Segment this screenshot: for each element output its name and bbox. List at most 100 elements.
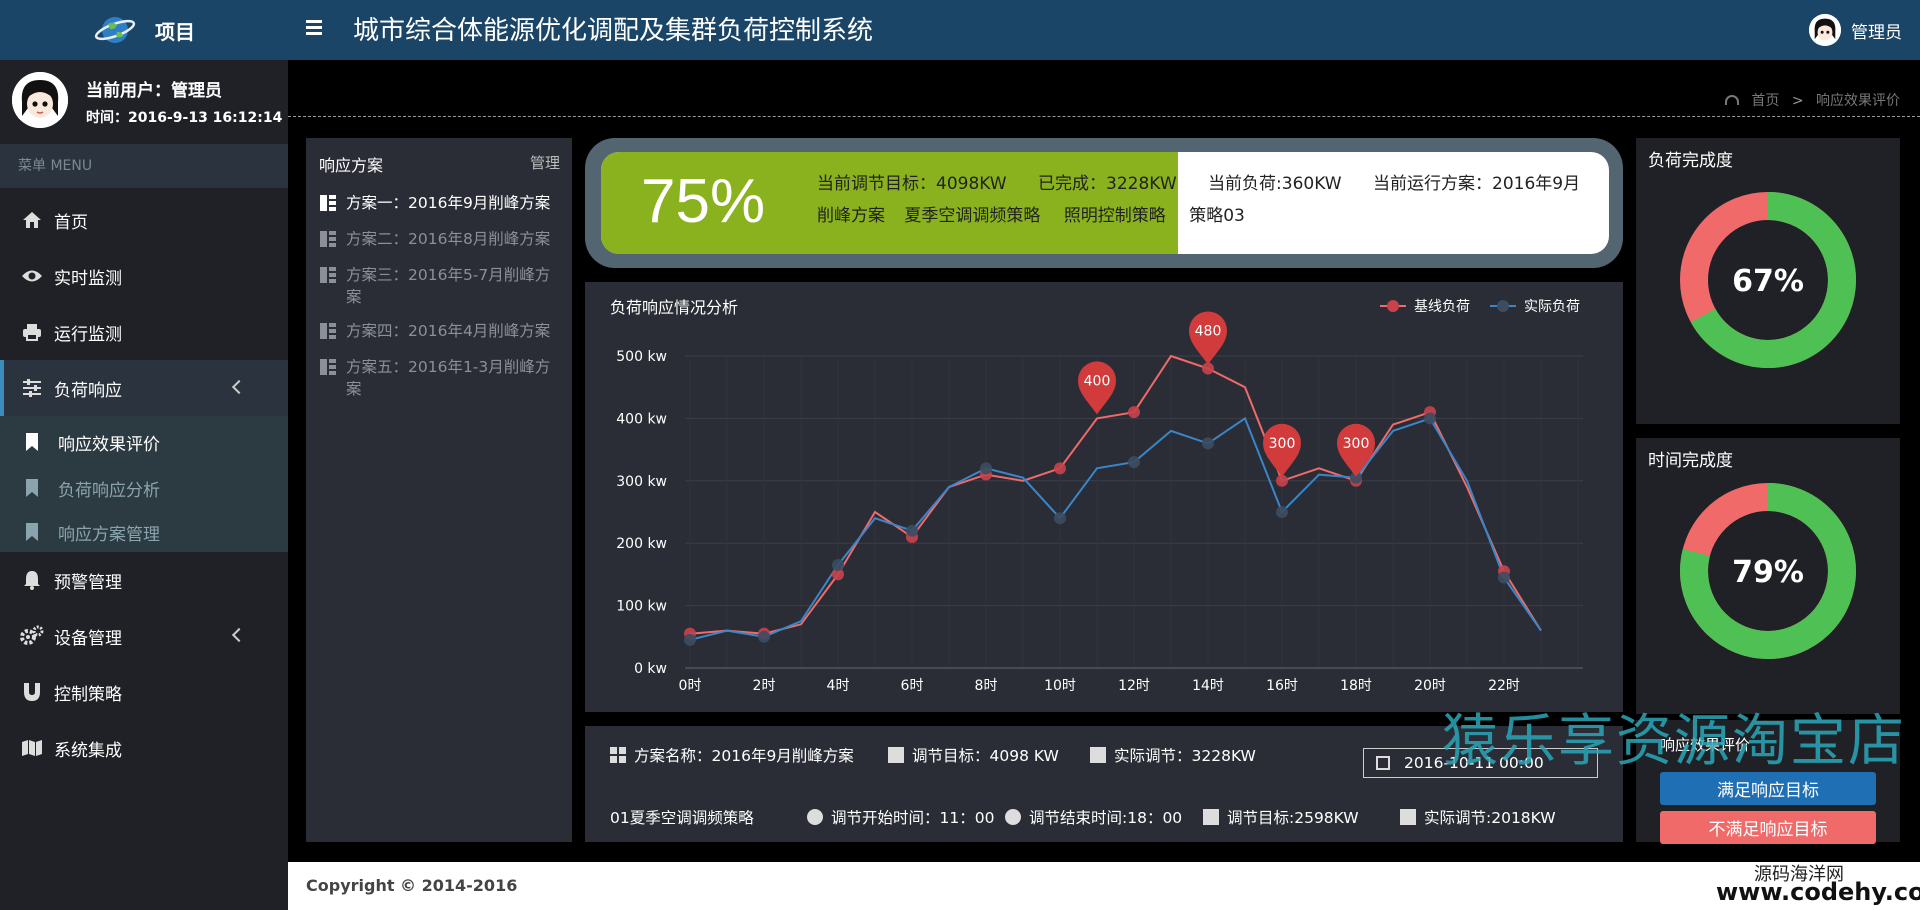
list-icon	[320, 323, 336, 339]
menu-item-operation[interactable]: 运行监测	[0, 304, 288, 360]
breadcrumb-home[interactable]: 首页	[1751, 93, 1780, 109]
progress-percent: 75%	[641, 167, 766, 236]
menu-toggle-icon[interactable]	[306, 20, 322, 35]
chart-title: 负荷响应情况分析	[610, 298, 739, 317]
gears-icon	[20, 624, 44, 648]
progress-strategy: 照明控制策略	[1063, 206, 1166, 226]
progress-bar: 75% 当前调节目标：4098KW 已完成：3228KW 当前负荷:360KW …	[601, 152, 1609, 254]
sliders-icon	[20, 376, 44, 400]
admin-avatar	[1809, 14, 1841, 46]
menu-item-device[interactable]: 设备管理	[0, 608, 288, 664]
series-point	[1202, 362, 1214, 375]
watermark-shop: 猿乐享资源淘宝店	[1442, 709, 1906, 774]
x-tick-label: 8时	[975, 678, 998, 694]
y-tick-label: 200 kw	[616, 536, 667, 552]
admin-name: 管理员	[1851, 22, 1902, 43]
plan-item[interactable]: 方案三：2016年5-7月削峰方案	[320, 264, 560, 308]
plans-panel: 响应方案 管理 方案一：2016年9月削峰方案 方案二：2016年8月削峰方案 …	[306, 138, 572, 842]
x-tick-label: 10时	[1044, 678, 1076, 694]
progress-done: 已完成：3228KW	[1038, 174, 1177, 194]
load-completion-panel: 负荷完成度 67%	[1636, 138, 1900, 424]
current-user: 当前用户：管理员	[86, 81, 222, 101]
watermark-url: www.codehy.com	[1716, 878, 1920, 906]
plan-info-panel: 方案名称：2016年9月削峰方案 调节目标：4098 KW 实际调节：3228K…	[585, 726, 1623, 842]
x-tick-label: 6时	[901, 678, 924, 694]
menu-item-home[interactable]: 首页	[0, 192, 288, 248]
x-tick-label: 14时	[1192, 678, 1224, 694]
series-point	[1054, 462, 1066, 475]
plan-item[interactable]: 方案五：2016年1-3月削峰方案	[320, 356, 560, 400]
info-text: 实际调节:2018KW	[1424, 809, 1556, 827]
progress-fill	[601, 152, 1178, 254]
menu-item-control[interactable]: 控制策略	[0, 664, 288, 720]
plan-item[interactable]: 方案四：2016年4月削峰方案	[320, 320, 560, 342]
print-icon	[20, 320, 44, 344]
legend-label: 基线负荷	[1414, 298, 1470, 315]
document-icon	[1090, 747, 1106, 763]
date-value: 2016-10-11 00:00	[1404, 754, 1544, 772]
meet-target-button[interactable]: 满足响应目标	[1660, 772, 1876, 805]
progress-strategy: 策略03	[1189, 206, 1245, 226]
user-panel: 当前用户：管理员 时间：2016-9-13 16:12:14	[0, 60, 288, 144]
response-title: 响应效果评价	[1660, 736, 1751, 754]
donut-completed	[1680, 483, 1856, 659]
menu-item-integration[interactable]: 系统集成	[0, 720, 288, 776]
marker-label: 300	[1269, 436, 1296, 452]
load-completion-title: 负荷完成度	[1648, 151, 1733, 171]
y-tick-label: 0 kw	[634, 661, 667, 677]
marker-shape	[1189, 311, 1227, 365]
plan-item[interactable]: 方案二：2016年8月削峰方案	[320, 228, 560, 250]
menu-label: 负荷响应	[54, 380, 122, 401]
info-start: 调节开始时间：11：00	[807, 806, 994, 828]
plan-label: 方案二：2016年8月削峰方案	[346, 230, 551, 248]
date-input[interactable]: 2016-10-11 00:00	[1363, 748, 1598, 778]
home-icon	[20, 208, 44, 232]
dashboard-icon	[1724, 95, 1739, 105]
series-point	[1202, 437, 1214, 450]
current-time: 时间：2016-9-13 16:12:14	[86, 110, 283, 126]
x-tick-label: 16时	[1266, 678, 1298, 694]
submenu-item-analysis[interactable]: 负荷响应分析	[0, 466, 288, 510]
brand[interactable]: 项目	[0, 0, 288, 60]
miss-target-button[interactable]: 不满足响应目标	[1660, 811, 1876, 844]
marker-label: 300	[1343, 436, 1370, 452]
legend-dot	[1387, 300, 1399, 312]
menu-item-alarm[interactable]: 预警管理	[0, 552, 288, 608]
y-tick-label: 100 kw	[616, 599, 667, 615]
x-tick-label: 22时	[1488, 678, 1520, 694]
series-point	[906, 524, 918, 537]
plan-item[interactable]: 方案一：2016年9月削峰方案	[320, 192, 560, 214]
time-completion-donut: 79%	[1680, 483, 1856, 659]
submenu-item-plan-manage[interactable]: 响应方案管理	[0, 510, 288, 554]
info-text: 调节开始时间：11：00	[831, 809, 995, 827]
series-point	[1424, 412, 1436, 425]
avatar[interactable]	[12, 72, 68, 128]
info-actual: 实际调节：3228KW	[1090, 744, 1256, 766]
legend-label: 实际负荷	[1524, 299, 1580, 315]
menu-item-realtime[interactable]: 实时监测	[0, 248, 288, 304]
submenu-item-effect[interactable]: 响应效果评价	[0, 420, 288, 464]
x-tick-label: 2时	[753, 678, 776, 694]
marker-pin: 400	[1078, 361, 1116, 415]
grid-icon	[610, 747, 626, 763]
donut-label: 67%	[1732, 264, 1804, 299]
x-tick-label: 20时	[1414, 678, 1446, 694]
series-point	[832, 559, 844, 572]
legend-dot	[1497, 300, 1509, 312]
time-completion-title: 时间完成度	[1648, 451, 1733, 471]
calendar-icon	[1376, 756, 1390, 770]
chevron-left-icon	[231, 627, 247, 643]
admin-menu[interactable]: 管理员	[1809, 14, 1902, 46]
y-tick-label: 500 kw	[616, 349, 667, 365]
x-tick-label: 12时	[1118, 678, 1150, 694]
plan-label: 方案一：2016年9月削峰方案	[346, 194, 551, 212]
plans-manage-link[interactable]: 管理	[529, 154, 560, 172]
bell-icon	[20, 568, 44, 592]
plan-label: 方案五：2016年1-3月削峰方案	[346, 358, 551, 398]
marker-shape	[1263, 423, 1301, 477]
top-bar: 城市综合体能源优化调配及集群负荷控制系统 管理员	[288, 0, 1920, 60]
menu-item-load-response[interactable]: 负荷响应	[0, 360, 288, 416]
marker-shape	[1337, 423, 1375, 477]
progress-strategy: 夏季空调调频策略	[904, 206, 1041, 226]
list-icon	[320, 267, 336, 283]
